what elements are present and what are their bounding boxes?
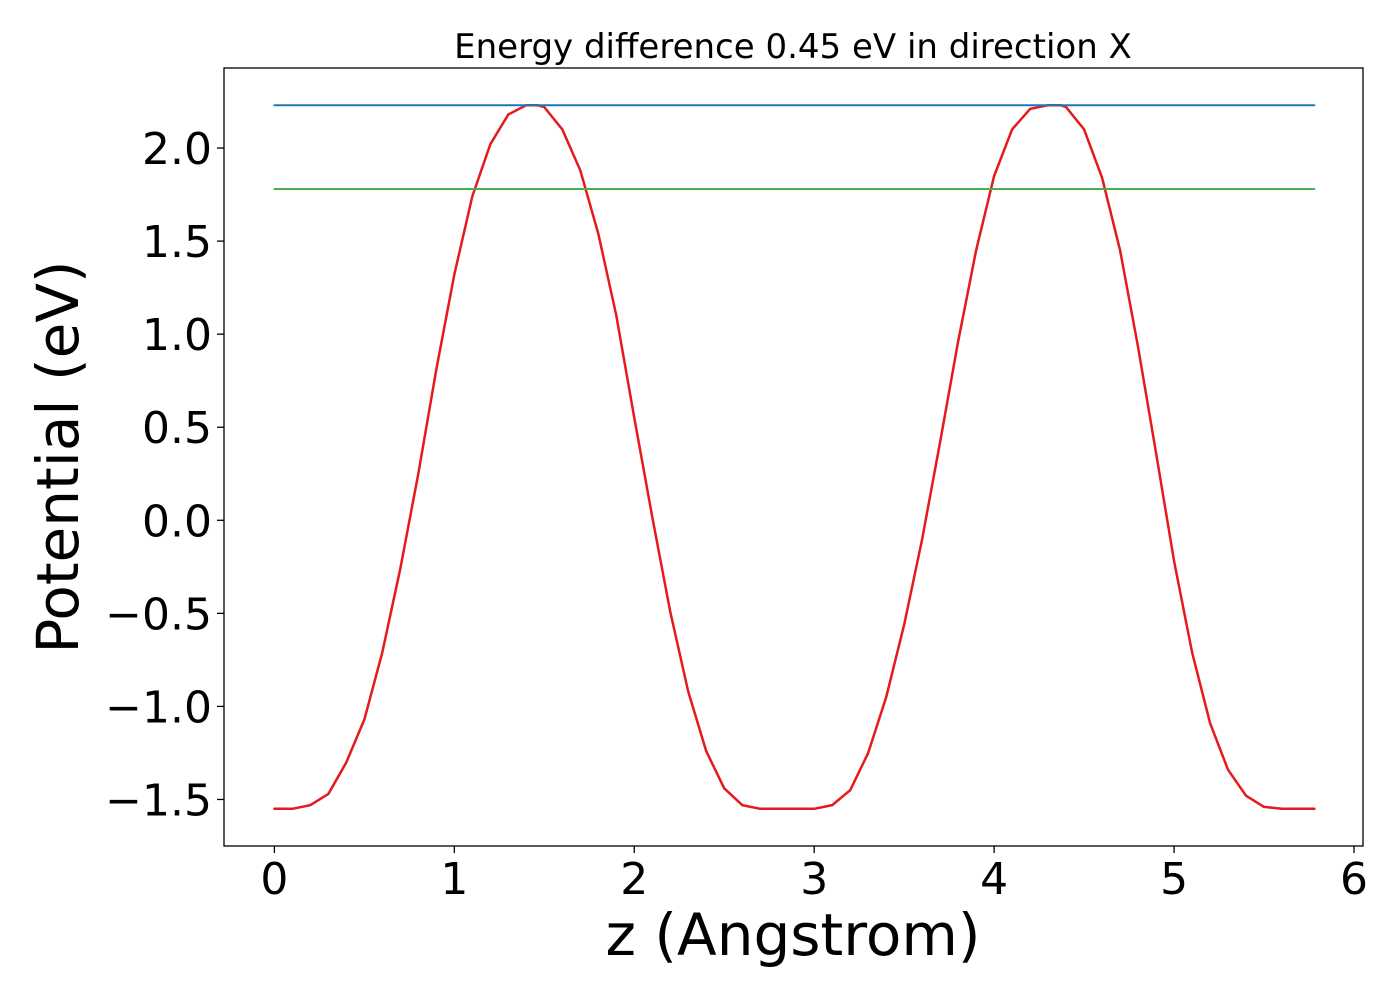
plot-frame <box>223 67 1364 847</box>
x-axis-label: z (Angstrom) <box>606 901 981 969</box>
series-layer <box>273 103 1316 811</box>
y-tick-label: 2.0 <box>142 124 212 175</box>
chart-title: Energy difference 0.45 eV in direction X <box>454 27 1132 67</box>
y-tick-label: 0.5 <box>142 403 212 454</box>
x-tick-label: 2 <box>620 854 648 905</box>
y-tick-label: −0.5 <box>105 589 212 640</box>
y-axis-label: Potential (eV) <box>24 260 92 653</box>
x-tick-label: 0 <box>260 854 288 905</box>
y-tick-label: 0.0 <box>142 496 212 547</box>
y-tick-label: 1.0 <box>142 310 212 361</box>
y-axis: −1.5 −1.0 −0.5 0.0 0.5 1.0 1.5 2.0 <box>105 124 224 826</box>
x-tick-label: 1 <box>440 854 468 905</box>
y-tick-label: −1.5 <box>105 775 212 826</box>
x-axis: 0 1 2 3 4 5 6 <box>260 846 1368 905</box>
x-tick-label: 4 <box>980 854 1008 905</box>
x-tick-label: 3 <box>800 854 828 905</box>
y-tick-label: −1.0 <box>105 682 212 733</box>
x-tick-label: 5 <box>1160 854 1188 905</box>
potential-curve-line <box>273 103 1316 811</box>
x-tick-label: 6 <box>1340 854 1368 905</box>
y-tick-label: 1.5 <box>142 217 212 268</box>
